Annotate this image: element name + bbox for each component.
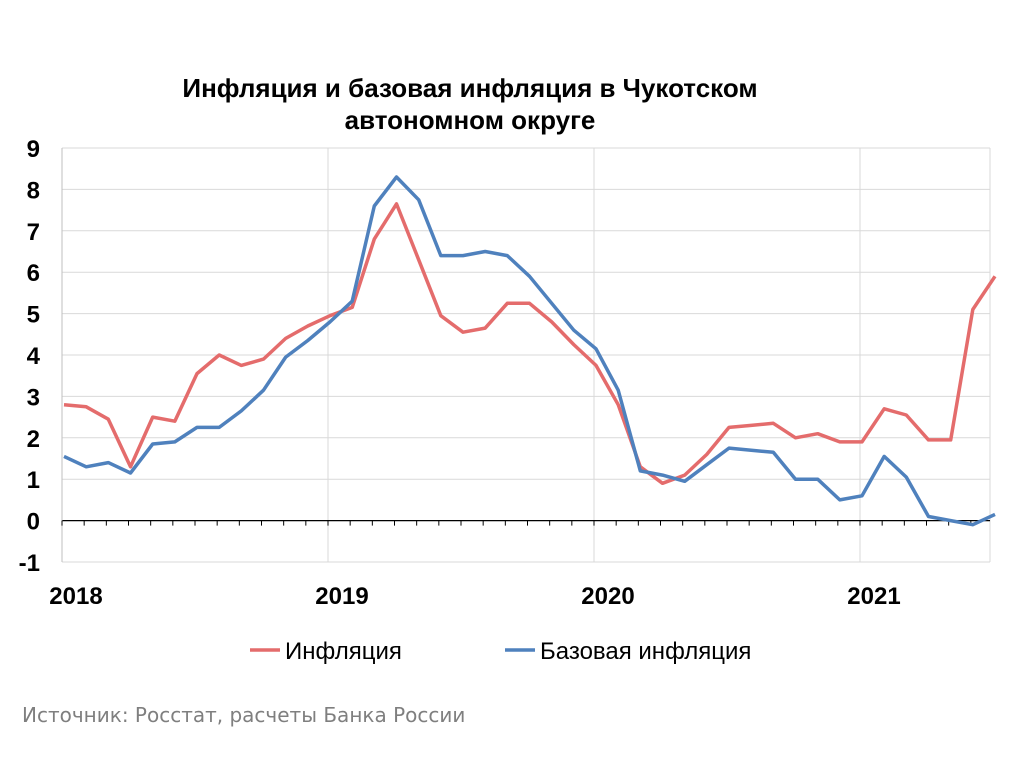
x-tick-label: 2021 [847,583,900,610]
series-line-1 [63,202,997,486]
chart-title: Инфляция и базовая инфляция в Чукотском … [140,72,800,136]
source-note: Источник: Росстат, расчеты Банка России [22,703,466,727]
y-tick-label: 5 [27,302,40,329]
y-tick-label: 6 [27,260,40,287]
chart-title-line-1: Инфляция и базовая инфляция в Чукотском [182,73,758,103]
y-tick-label: 4 [27,343,41,370]
chart-title-line-2: автономном округе [344,105,596,135]
legend-label-1: Инфляция [285,638,402,665]
legend-label-2: Базовая инфляция [540,638,751,665]
x-tick-label: 2019 [315,583,368,610]
series-line-2 [63,175,996,527]
x-tick-label: 2020 [581,583,634,610]
y-tick-label: 9 [27,136,40,163]
y-tick-label: 3 [27,384,40,411]
y-tick-label: -1 [19,550,40,577]
y-tick-label: 2 [27,426,40,453]
y-tick-label: 8 [27,177,40,204]
y-tick-label: 1 [27,467,40,494]
y-tick-label: 7 [27,219,40,246]
x-tick-label: 2018 [49,583,102,610]
y-tick-label: 0 [27,509,40,536]
